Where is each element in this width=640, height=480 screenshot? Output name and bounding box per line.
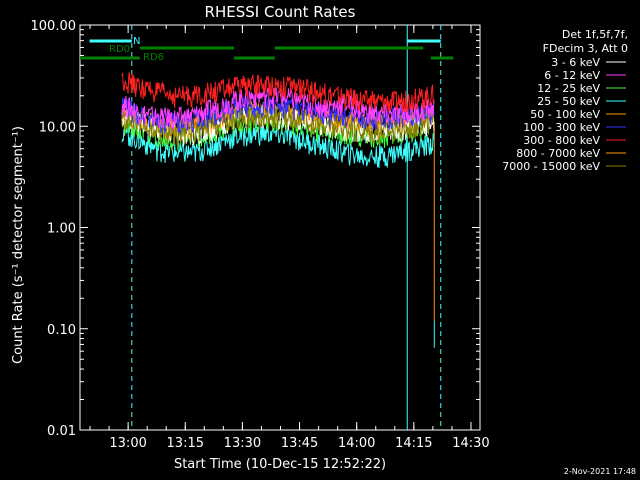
rd0-bar-label: RD0	[109, 44, 130, 55]
legend-entry-label: 7000 - 15000 keV	[502, 160, 600, 173]
x-tick-label: 13:15	[167, 436, 204, 451]
y-axis-label: Count Rate (s⁻¹ detector segment⁻¹)	[11, 126, 26, 364]
x-tick-label: 14:15	[395, 436, 432, 451]
y-tick-label: 100.00	[31, 19, 77, 34]
legend-entry-label: 6 - 12 keV	[544, 69, 600, 82]
legend-entry-label: 300 - 800 keV	[523, 134, 600, 147]
y-tick-label: 1.00	[47, 222, 76, 237]
legend: Det 1f,5f,7f, FDecim 3, Att 0 3 - 6 keV6…	[502, 28, 628, 173]
footer-timestamp: 2-Nov-2021 17:48	[564, 467, 636, 476]
x-axis-label: Start Time (10-Dec-15 12:52:22)	[174, 457, 386, 472]
legend-header-decim: FDecim 3, Att 0	[543, 42, 628, 55]
plot-area: 0.01 0.10 1.00 10.00 100.00 13:00 13:15 13:30 13…	[31, 19, 490, 451]
legend-header-detectors: Det 1f,5f,7f,	[562, 28, 628, 41]
legend-entry-label: 100 - 300 keV	[523, 121, 600, 134]
series-line	[121, 72, 435, 114]
chart-title: RHESSI Count Rates	[205, 3, 356, 21]
legend-entry-label: 3 - 6 keV	[551, 56, 600, 69]
y-tick-label: 10.00	[39, 120, 76, 135]
legend-entry-label: 800 - 7000 keV	[516, 147, 600, 160]
legend-entry-label: 12 - 25 keV	[537, 82, 600, 95]
x-tick-label: 13:00	[109, 436, 146, 451]
n-bar-label: N	[133, 36, 140, 47]
x-tick-label: 14:00	[338, 436, 375, 451]
x-tick-label: 13:45	[281, 436, 318, 451]
legend-entry-label: 50 - 100 keV	[530, 108, 600, 121]
x-tick-label: 14:30	[452, 436, 489, 451]
y-tick-label: 0.01	[47, 424, 76, 439]
series-line	[121, 107, 435, 146]
series-line	[121, 86, 435, 130]
y-tick-label: 0.10	[47, 323, 76, 338]
legend-entry-label: 25 - 50 keV	[537, 95, 600, 108]
x-tick-label: 13:30	[224, 436, 261, 451]
series-line	[121, 97, 435, 135]
rd6-bar-label: RD6	[143, 52, 164, 63]
